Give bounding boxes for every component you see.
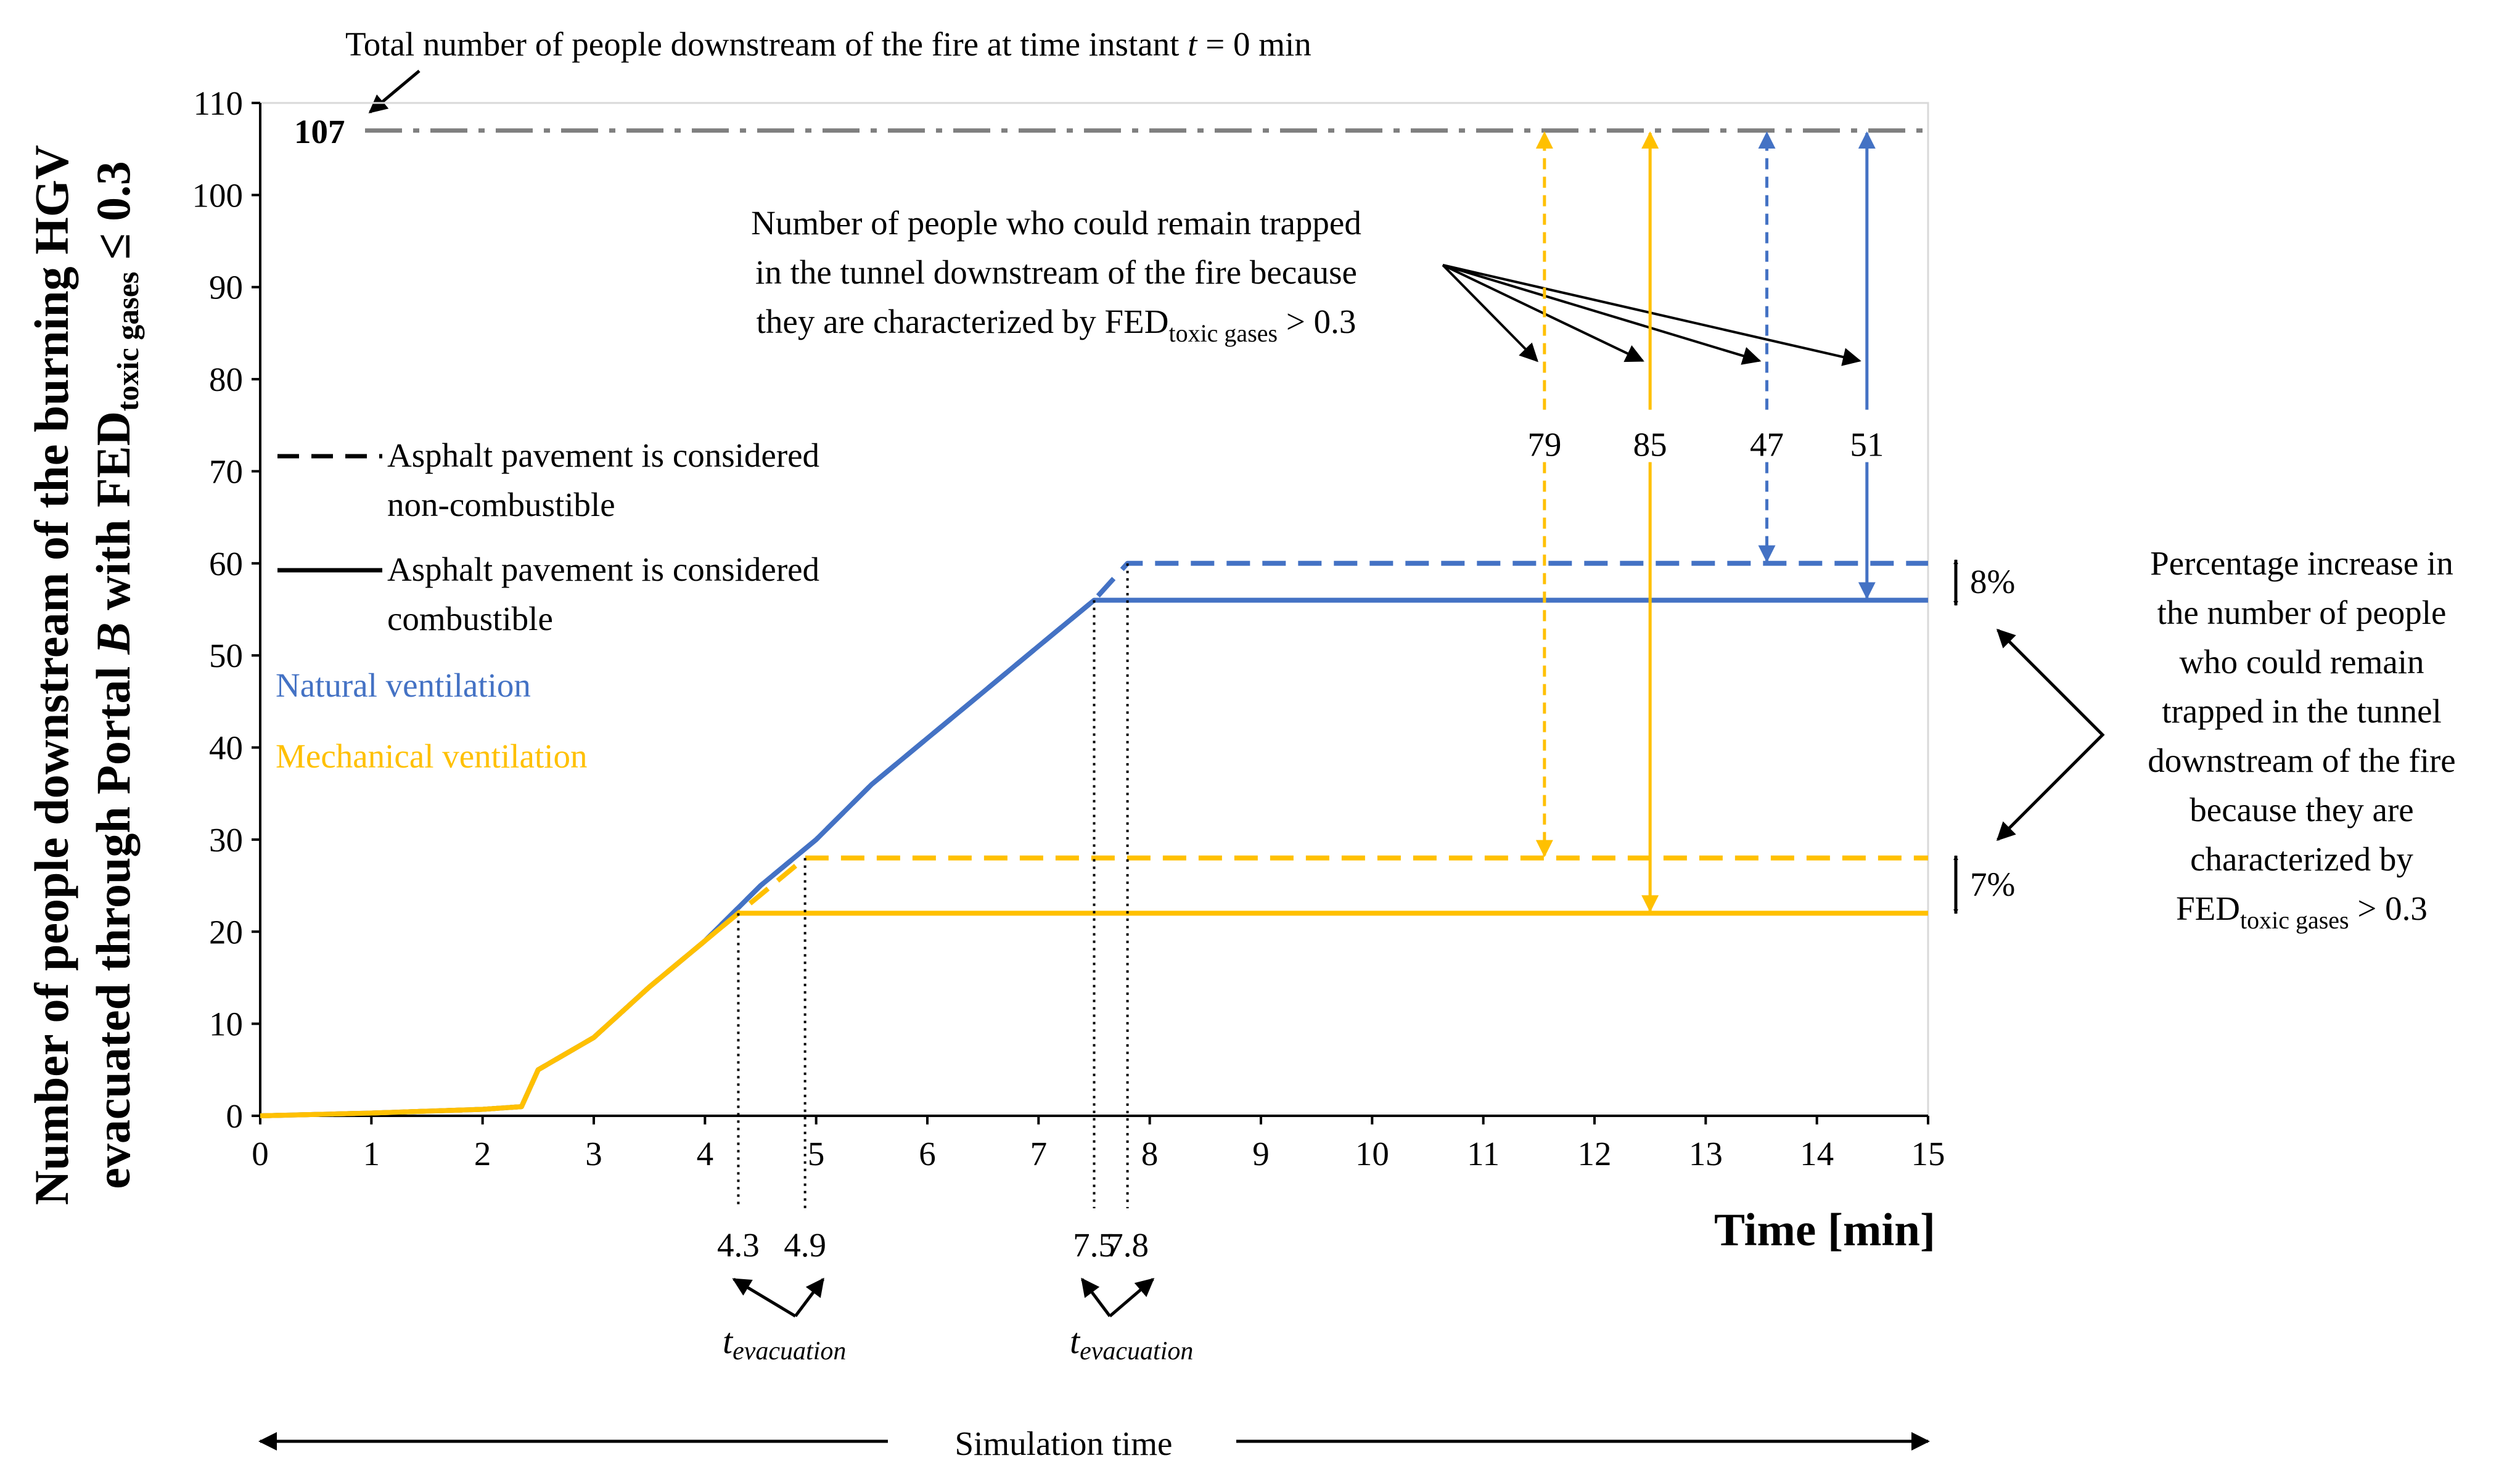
y-tick-label: 0 [226, 1097, 244, 1135]
svg-text:evacuated through Portal B wit: evacuated through Portal B with FEDtoxic… [86, 161, 145, 1189]
series-mechanical-combustible [260, 911, 1928, 1118]
percent-pointer-vertex [1996, 628, 2105, 841]
y-tick-label: 10 [209, 1005, 243, 1043]
percent-text-line5: downstream of the fire [2148, 742, 2455, 779]
trapped-count-label: 79 [1527, 426, 1561, 464]
x-tick-label: 6 [919, 1135, 936, 1173]
svg-text:Number of people downstream of: Number of people downstream of the burni… [25, 145, 78, 1205]
y-tick-label: 20 [209, 913, 243, 951]
percent-text-line6: because they are [2190, 791, 2413, 829]
percent-text-line2: the number of people [2157, 594, 2447, 631]
x-tick-label: 12 [1578, 1135, 1612, 1173]
y-tick-label: 90 [209, 269, 243, 306]
y-tick-label: 80 [209, 361, 243, 398]
x-tick-label: 14 [1800, 1135, 1834, 1173]
t-evacuation-label-2: tevacuation [1070, 1321, 1193, 1365]
legend-solid-line2: combustible [387, 600, 553, 637]
trapped-count-label: 51 [1850, 426, 1884, 464]
x-tick-label: 5 [808, 1135, 825, 1173]
x-tick-label: 13 [1689, 1135, 1723, 1173]
t-evac-arrow-2a [1081, 1277, 1111, 1317]
y-tick-label: 70 [209, 452, 243, 490]
y-tick-label: 60 [209, 545, 243, 583]
percent-text-line1: Percentage increase in [2150, 544, 2453, 582]
percent-text-line8: FEDtoxic gases > 0.3 [2176, 890, 2428, 934]
t-evacuation-label-1: tevacuation [723, 1321, 846, 1365]
percent-mechanical: 7% [1970, 866, 2015, 903]
x-tick-label: 1 [363, 1135, 380, 1173]
legend-natural: Natural ventilation [276, 666, 531, 704]
legend-mechanical: Mechanical ventilation [276, 737, 588, 775]
x-tick-label: 2 [474, 1135, 491, 1173]
trapped-line2: in the tunnel downstream of the fire bec… [755, 253, 1357, 291]
evacuation-time-label: 7.8 [1106, 1226, 1149, 1264]
total-people-note: Total number of people downstream of the… [345, 25, 1311, 63]
percent-text-line4: trapped in the tunnel [2162, 692, 2442, 730]
percent-increase: 8% 7% Percentage increase in the number … [1953, 544, 2456, 934]
y-tick-label: 50 [209, 637, 243, 674]
y-tick-label: 110 [194, 84, 243, 122]
simulation-time: Simulation time [258, 1425, 1930, 1462]
trapped-pointer [1442, 264, 1762, 365]
evacuation-time-label: 4.3 [717, 1226, 760, 1264]
x-tick-label: 11 [1467, 1135, 1500, 1173]
x-tick-label: 10 [1355, 1135, 1389, 1173]
percent-text-line7: characterized by [2190, 840, 2413, 878]
x-axis-label: Time [min] [1714, 1205, 1935, 1256]
trapped-line3: they are characterized by FEDtoxic gases… [757, 303, 1356, 347]
legend-dashed-line2: non-combustible [387, 486, 615, 523]
x-tick-label: 15 [1911, 1135, 1945, 1173]
trapped-pointer [1442, 264, 1538, 362]
y-axis-label: Number of people downstream of the burni… [25, 145, 145, 1205]
series-layer [260, 560, 1928, 1118]
x-tick-label: 3 [585, 1135, 602, 1173]
trapped-pointer [1442, 264, 1644, 362]
y-tick-label: 40 [209, 729, 243, 767]
t-evac-arrow-1b [794, 1277, 824, 1317]
total-note-arrow [368, 70, 421, 113]
trapped-line1: Number of people who could remain trappe… [751, 204, 1361, 242]
y-ticks: 0 10 20 30 40 50 60 70 80 90 100 110 [192, 84, 260, 1135]
x-tick-label: 9 [1252, 1135, 1270, 1173]
percent-natural: 8% [1970, 563, 2015, 600]
y-tick-label: 100 [192, 176, 244, 214]
x-tick-label: 0 [252, 1135, 269, 1173]
total-people-label: 107 [294, 113, 345, 150]
trapped-count-label: 47 [1750, 426, 1784, 464]
x-tick-label: 4 [697, 1135, 714, 1173]
trapped-arrows: 79 85 47 51 [1527, 131, 1884, 913]
trapped-count-label: 85 [1633, 426, 1667, 464]
x-ticks: 0 1 2 3 4 5 6 7 8 9 10 11 12 13 14 15 [252, 1116, 1945, 1173]
x-tick-label: 8 [1141, 1135, 1159, 1173]
x-tick-label: 7 [1030, 1135, 1048, 1173]
trapped-annotation: Number of people who could remain trappe… [751, 204, 1361, 347]
evacuation-time-label: 7.5 [1073, 1226, 1115, 1264]
evacuation-markers: 4.3 4.9 7.57.8 [717, 563, 1149, 1264]
t-evac-arrow-2b [1109, 1278, 1155, 1317]
simulation-time-label: Simulation time [955, 1425, 1173, 1462]
legend-dashed-line1: Asphalt pavement is considered [387, 436, 819, 474]
percent-text-line3: who could remain [2179, 643, 2424, 681]
legend-solid-line1: Asphalt pavement is considered [387, 551, 819, 588]
evacuation-time-label: 4.9 [784, 1226, 826, 1264]
t-evac-arrow-1a [732, 1277, 797, 1318]
legend: Asphalt pavement is considered non-combu… [276, 436, 819, 775]
y-tick-label: 30 [209, 821, 243, 859]
